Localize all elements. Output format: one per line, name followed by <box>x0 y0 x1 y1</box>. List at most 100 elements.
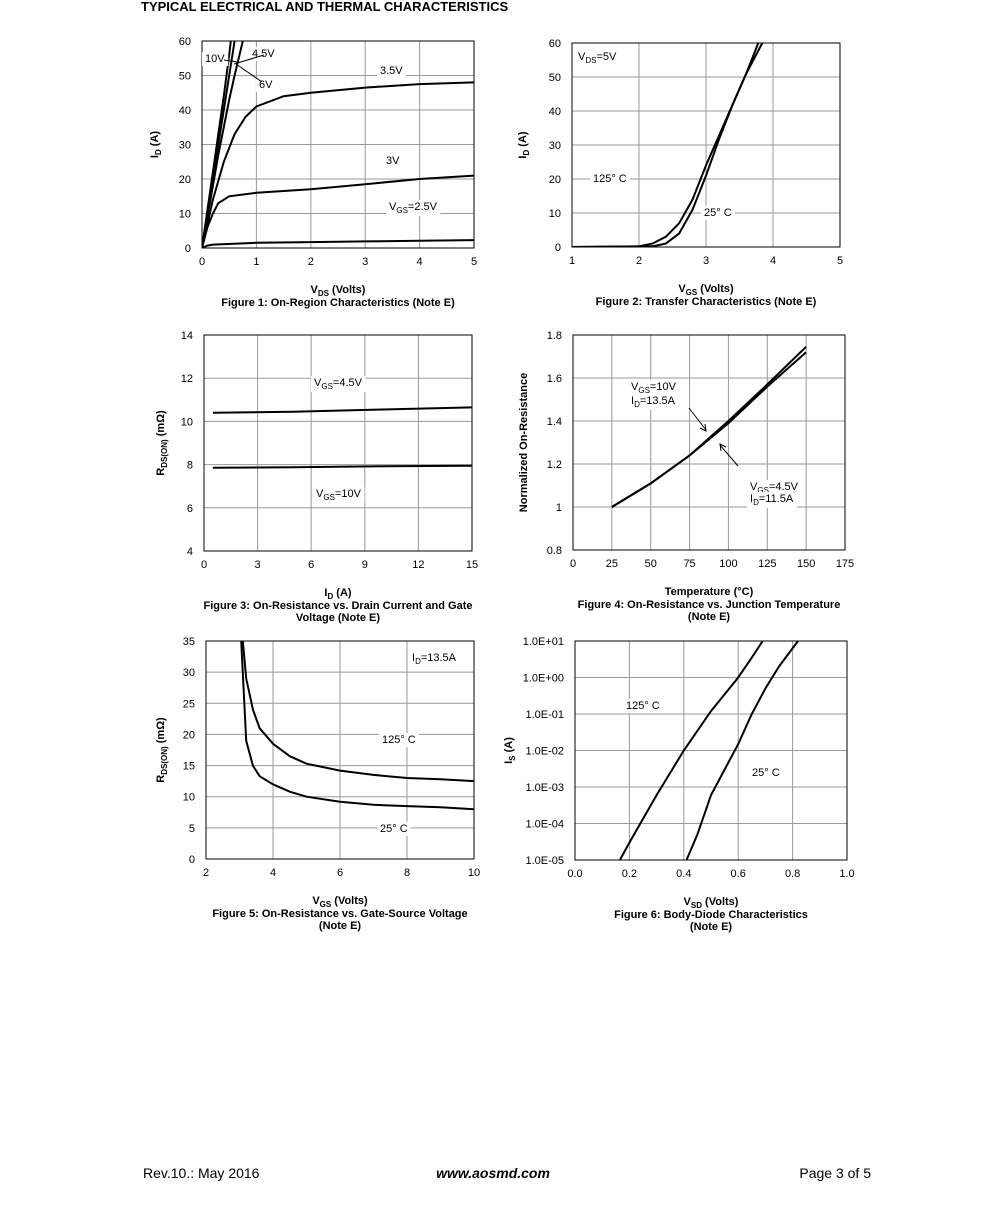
plot-frame <box>205 640 475 860</box>
x-axis-label-part: V <box>684 896 692 908</box>
x-tick-label: 0.6 <box>731 868 746 880</box>
annotation-bg <box>749 766 783 780</box>
annotation-part: GS <box>638 386 650 395</box>
plot-frame <box>201 40 475 249</box>
x-tick-label: 3 <box>703 255 709 267</box>
x-axis-label-part: (Volts) <box>697 283 734 295</box>
y-axis-label-part: (mΩ) <box>155 717 167 746</box>
figure-caption: Voltage (Note E) <box>296 612 380 624</box>
figure-caption: Figure 4: On-Resistance vs. Junction Tem… <box>578 599 841 611</box>
figure-caption: (Note E) <box>690 921 733 933</box>
y-tick-label: 1.6 <box>547 373 562 385</box>
x-tick-label: 50 <box>645 558 657 570</box>
y-tick-label: 50 <box>179 71 191 83</box>
arrow-line <box>688 407 707 431</box>
annotation-part: =13.5A <box>640 395 676 407</box>
x-tick-label: 0.8 <box>785 868 800 880</box>
x-axis-label-part: (Volts) <box>331 895 368 907</box>
annotation: 125° C <box>382 734 416 746</box>
annotation-part: =10V <box>335 488 362 500</box>
annotation-part: GS <box>321 382 333 391</box>
y-tick-label: 60 <box>549 38 561 50</box>
annotation-bg <box>409 651 460 667</box>
x-tick-label: 5 <box>837 255 843 267</box>
figure-caption: (Note E) <box>688 611 731 623</box>
x-axis-label-part: (Volts) <box>329 284 366 296</box>
curve <box>202 41 244 248</box>
annotation-bg <box>628 380 680 396</box>
x-tick-label: 125 <box>758 558 776 570</box>
x-axis-label: Temperature (°C) <box>665 586 754 598</box>
annotation-bg <box>377 822 411 836</box>
x-axis-label-part: SD <box>691 901 702 910</box>
y-axis-label-part: (A) <box>149 131 161 150</box>
x-tick-label: 6 <box>337 867 343 879</box>
annotation-part: I <box>750 493 753 505</box>
annotation-part: I <box>631 395 634 407</box>
annotation-part: =13.5A <box>421 652 457 664</box>
annotation-bg <box>386 200 441 216</box>
y-axis-label-part: I <box>517 156 529 159</box>
y-axis-label-part: (mΩ) <box>155 410 167 439</box>
y-tick-label: 15 <box>183 761 195 773</box>
annotation-part: V <box>389 201 397 213</box>
arrow-head <box>719 443 727 452</box>
annotation-part: V <box>578 51 586 63</box>
y-tick-label: 1 <box>556 502 562 514</box>
x-tick-label: 10 <box>468 867 480 879</box>
leaders <box>223 54 739 467</box>
annotation-part: V <box>314 377 322 389</box>
x-axis-label-part: V <box>312 895 320 907</box>
y-tick-label: 1.0E-04 <box>525 819 564 831</box>
y-tick-label: 8 <box>187 460 193 472</box>
y-tick-label: 1.0E+01 <box>523 636 564 648</box>
y-tick-label: 20 <box>549 174 561 186</box>
x-axis-label: VSD (Volts) <box>684 896 739 910</box>
annotation-bg <box>575 50 621 66</box>
x-tick-label: 25 <box>606 558 618 570</box>
y-tick-label: 20 <box>179 174 191 186</box>
y-axis-label: RDS(ON) (mΩ) <box>155 410 169 476</box>
curve <box>572 43 764 247</box>
y-tick-label: 1.8 <box>547 330 562 342</box>
y-tick-label: 1.2 <box>547 459 562 471</box>
annotation-part: V <box>750 481 758 493</box>
figure-caption: (Note E) <box>319 920 362 932</box>
y-axis-label-part: D <box>522 150 531 156</box>
annotation-part: GS <box>396 206 408 215</box>
y-tick-label: 30 <box>183 667 195 679</box>
annotation-part: GS <box>323 493 335 502</box>
y-tick-label: 0 <box>189 854 195 866</box>
curve <box>202 239 474 248</box>
annotation-part: =11.5A <box>759 493 794 505</box>
y-axis-label: ID (A) <box>149 131 163 159</box>
figure-caption: Figure 6: Body-Diode Characteristics <box>614 909 808 921</box>
plot-frame <box>574 640 848 861</box>
y-tick-label: 14 <box>181 330 193 342</box>
x-axis-label-part: GS <box>686 288 698 297</box>
annotation-bg <box>377 64 407 78</box>
x-axis-label-part: D <box>327 592 333 601</box>
annotation-bg <box>628 394 679 410</box>
x-tick-label: 0.0 <box>567 868 582 880</box>
annotation: 25° C <box>380 823 408 835</box>
x-tick-label: 0.2 <box>622 868 637 880</box>
y-axis-label: Normalized On-Resistance <box>518 373 530 512</box>
annotation-bg <box>202 52 229 66</box>
x-tick-label: 3 <box>362 256 368 268</box>
x-tick-label: 3 <box>255 559 261 571</box>
x-axis-label-part: I <box>324 587 327 599</box>
y-tick-label: 10 <box>179 209 191 221</box>
x-tick-label: 2 <box>308 256 314 268</box>
annotation-bg <box>701 206 735 220</box>
y-axis-label-part: S <box>508 755 517 761</box>
annotation: 3V <box>386 155 400 167</box>
x-axis-label: ID (A) <box>324 587 352 601</box>
revision: Rev.10.: May 2016 <box>143 1165 260 1181</box>
x-tick-label: 0 <box>570 558 576 570</box>
annotation: 3.5V <box>380 65 403 77</box>
annotation: 25° C <box>752 767 780 779</box>
figure-caption: Figure 2: Transfer Characteristics (Note… <box>596 296 817 308</box>
